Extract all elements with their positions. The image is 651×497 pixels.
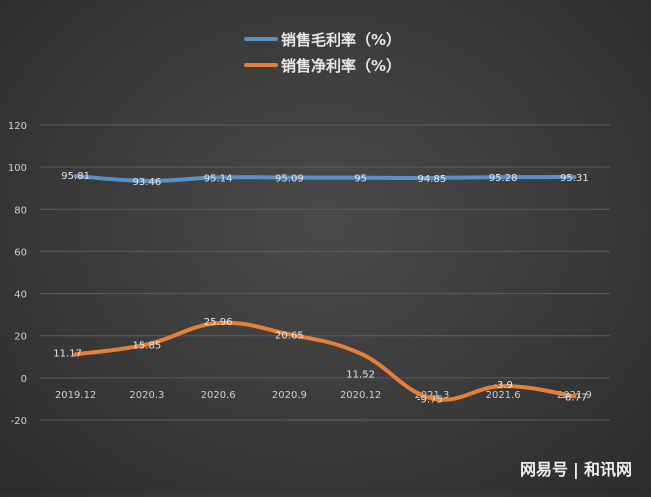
- y-tick-label: 40: [14, 290, 27, 301]
- data-label: 94.85: [418, 174, 447, 185]
- series-line-gross-margin: [73, 173, 577, 183]
- data-label: 95.81: [61, 171, 90, 182]
- legend-item-gross-margin: 销售毛利率（%）: [244, 31, 401, 49]
- x-tick-label: 2021.3: [414, 390, 449, 401]
- y-tick-label: -20: [11, 416, 27, 427]
- data-label: 11.52: [346, 370, 375, 381]
- x-tick-label: 2020.12: [340, 390, 381, 401]
- legend: 销售毛利率（%） 销售净利率（%）: [244, 31, 401, 75]
- legend-item-net-margin: 销售净利率（%）: [244, 57, 401, 75]
- data-label: 11.17: [53, 348, 82, 359]
- x-tick-label: 2020.3: [129, 390, 164, 401]
- data-labels: 95.81 93.46 95.14 95.09 95 94.85 95.28 95.31 11.…: [53, 171, 588, 405]
- watermark-hexun: 和讯网: [584, 460, 632, 479]
- x-tick-label: 2020.6: [201, 390, 236, 401]
- data-label: 25.96: [204, 317, 233, 328]
- data-label: -3.9: [493, 380, 513, 391]
- y-tick-label: 80: [14, 205, 27, 216]
- x-tick-label: 2021.6: [486, 390, 521, 401]
- x-tick-label: 2019.12: [55, 390, 96, 401]
- y-tick-label: 0: [21, 374, 27, 385]
- y-tick-label: 120: [8, 121, 27, 132]
- series-line-net-margin: [73, 320, 577, 402]
- data-label: 95.14: [204, 173, 233, 184]
- grid-lines: [40, 124, 610, 421]
- x-axis-ticks: 2019.12 2020.3 2020.6 2020.9 2020.12 2021.3 20…: [55, 390, 592, 401]
- x-tick-label: 2020.9: [272, 390, 307, 401]
- y-tick-label: 100: [8, 163, 27, 174]
- data-label: 95.31: [560, 173, 589, 184]
- series-lines: [73, 173, 577, 402]
- legend-label-gross-margin: 销售毛利率（%）: [281, 31, 401, 49]
- legend-label-net-margin: 销售净利率（%）: [281, 57, 401, 75]
- data-label: 20.65: [275, 330, 304, 341]
- y-tick-label: 20: [14, 332, 27, 343]
- watermark-divider: |: [573, 460, 579, 480]
- data-label: 95.28: [489, 173, 518, 184]
- data-label: 15.85: [133, 340, 162, 351]
- y-axis-ticks: 120 100 80 60 40 20 0 -20: [8, 121, 27, 427]
- data-label: 93.46: [133, 177, 162, 188]
- watermark: 网易号 | 和讯网: [520, 460, 632, 480]
- data-label: 95.09: [275, 173, 304, 184]
- watermark-netease: 网易号: [520, 460, 568, 479]
- data-label: -9.75: [417, 394, 443, 405]
- data-label: 95: [354, 174, 367, 185]
- y-tick-label: 60: [14, 247, 27, 258]
- data-label: -8.77: [561, 392, 587, 403]
